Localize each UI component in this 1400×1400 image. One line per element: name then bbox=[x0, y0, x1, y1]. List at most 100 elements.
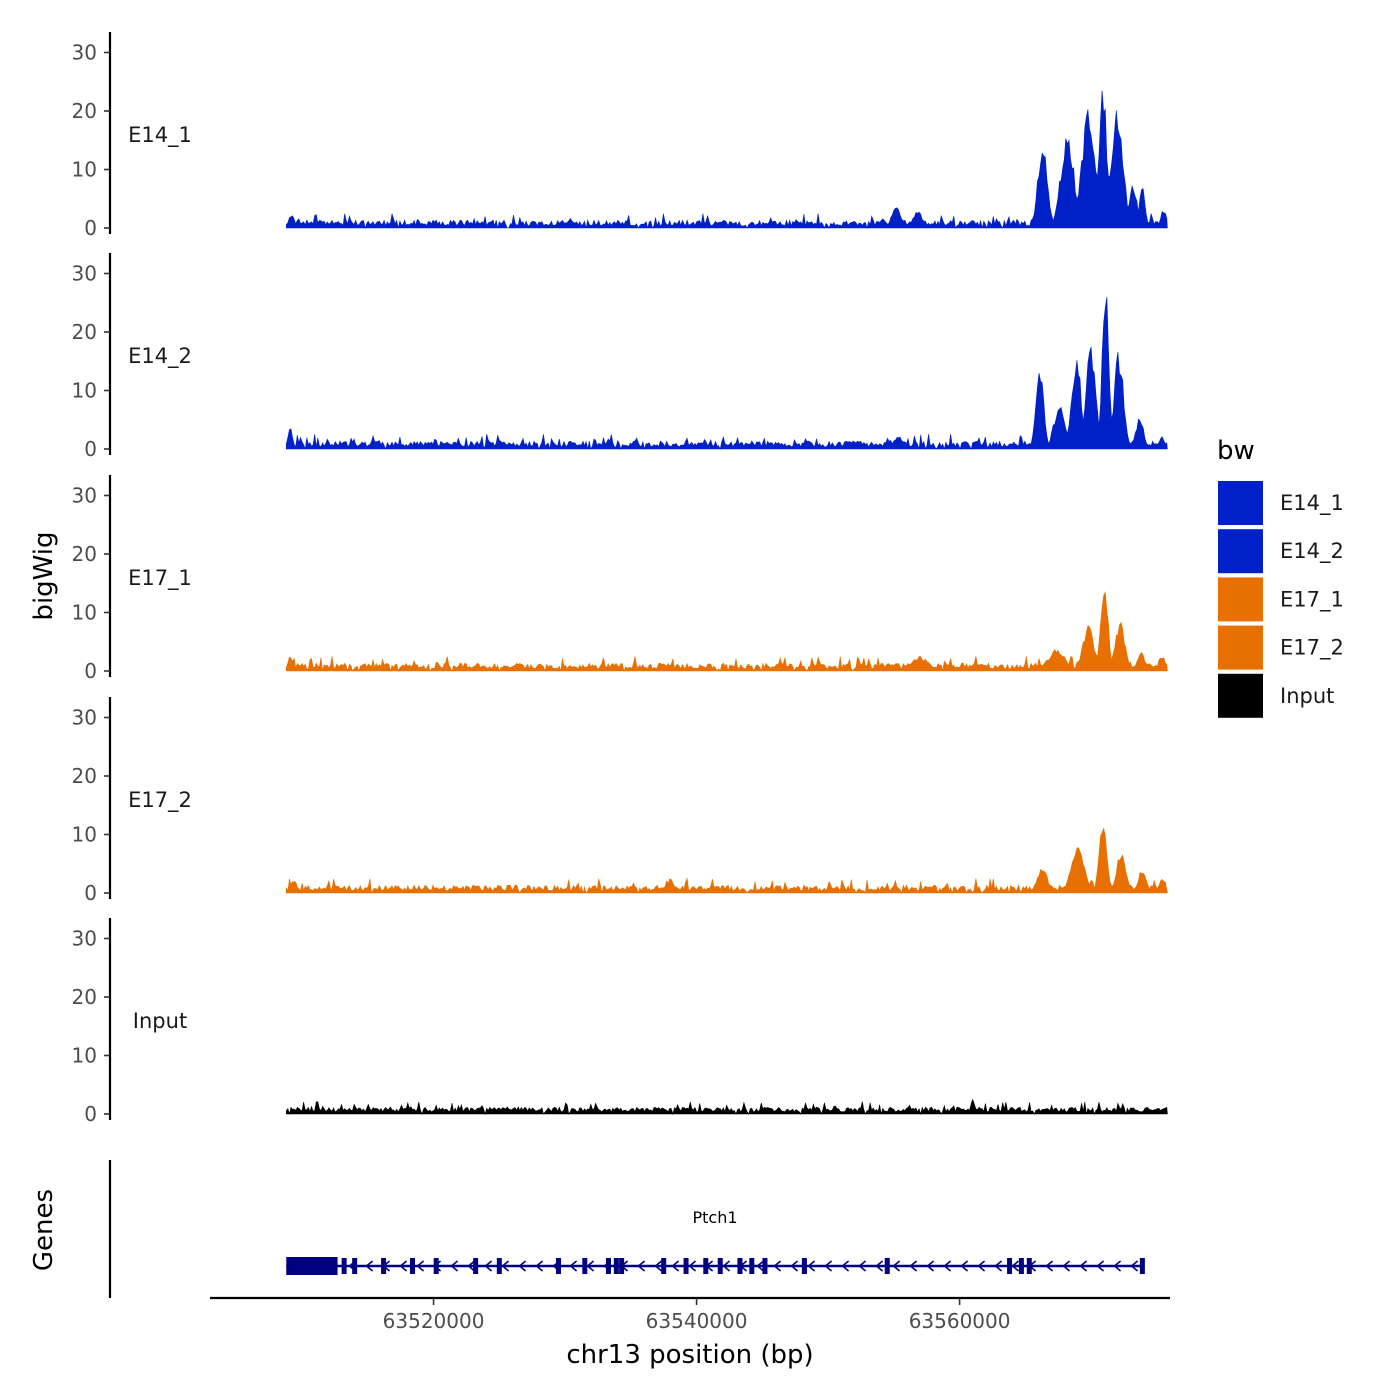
gene-panel: Genes Ptch1 bbox=[29, 1160, 1145, 1298]
y-tick-label: 20 bbox=[72, 985, 97, 1009]
strand-arrow bbox=[688, 1260, 697, 1272]
gene-model-ptch1 bbox=[286, 1257, 1145, 1275]
strand-arrow bbox=[348, 1260, 357, 1272]
gene-name-label: Ptch1 bbox=[692, 1208, 737, 1227]
y-tick-label: 0 bbox=[84, 659, 97, 683]
strand-arrow bbox=[433, 1260, 442, 1272]
y-tick-label: 30 bbox=[72, 484, 97, 508]
strand-arrow bbox=[501, 1260, 510, 1272]
gene-panel-label: Genes bbox=[29, 1189, 59, 1271]
strand-arrow bbox=[790, 1260, 799, 1272]
track-e14-1: 0 10 20 30 E14_1 bbox=[72, 32, 1168, 240]
x-tick-label: 63560000 bbox=[909, 1309, 1011, 1333]
strand-arrow bbox=[671, 1260, 680, 1272]
gene-exon bbox=[801, 1258, 807, 1274]
legend-key-e14-1 bbox=[1218, 481, 1263, 525]
strand-arrow bbox=[1130, 1260, 1139, 1272]
gene-exon bbox=[661, 1258, 667, 1274]
track-e14-2: 0 10 20 30 E14_2 bbox=[72, 253, 1168, 461]
strand-arrow bbox=[467, 1260, 476, 1272]
y-tick-label: 0 bbox=[84, 216, 97, 240]
strand-arrow bbox=[824, 1260, 833, 1272]
strand-arrow bbox=[807, 1260, 816, 1272]
strand-arrow bbox=[858, 1260, 867, 1272]
y-tick-label: 30 bbox=[72, 927, 97, 951]
strand-arrow bbox=[1011, 1260, 1020, 1272]
y-tick-label: 20 bbox=[72, 542, 97, 566]
strand-arrow bbox=[722, 1260, 731, 1272]
strand-arrow bbox=[1113, 1260, 1122, 1272]
strand-arrow bbox=[1045, 1260, 1054, 1272]
strand-arrow bbox=[450, 1260, 459, 1272]
coverage-area bbox=[286, 591, 1168, 673]
y-tick-label: 10 bbox=[72, 158, 97, 182]
y-tick-label: 0 bbox=[84, 1102, 97, 1126]
strand-arrow bbox=[841, 1260, 850, 1272]
gene-exon bbox=[1007, 1258, 1013, 1274]
gene-exon bbox=[410, 1258, 416, 1274]
gene-exon bbox=[613, 1258, 619, 1274]
strand-arrow bbox=[637, 1260, 646, 1272]
y-tick-label: 10 bbox=[72, 823, 97, 847]
strand-arrow bbox=[603, 1260, 612, 1272]
strand-arrow bbox=[773, 1260, 782, 1272]
strand-arrow bbox=[960, 1260, 969, 1272]
coverage-area bbox=[286, 90, 1168, 230]
strand-arrow bbox=[1028, 1260, 1037, 1272]
y-tick-label: 10 bbox=[72, 601, 97, 625]
track-label: Input bbox=[133, 1009, 187, 1033]
strand-arrow bbox=[399, 1260, 408, 1272]
strand-arrow bbox=[586, 1260, 595, 1272]
gene-exon bbox=[884, 1258, 890, 1274]
strand-arrow bbox=[1079, 1260, 1088, 1272]
track-label: E14_2 bbox=[128, 344, 192, 369]
x-tick-label: 63540000 bbox=[646, 1309, 748, 1333]
gene-exon bbox=[582, 1258, 588, 1274]
y-tick-label: 0 bbox=[84, 881, 97, 905]
gene-exon bbox=[683, 1258, 689, 1274]
strand-arrow bbox=[756, 1260, 765, 1272]
y-tick-label: 30 bbox=[72, 41, 97, 65]
gene-exon bbox=[762, 1258, 768, 1274]
y-tick-label: 20 bbox=[72, 764, 97, 788]
y-tick-label: 10 bbox=[72, 1044, 97, 1068]
gene-exon bbox=[717, 1258, 723, 1274]
strand-arrow bbox=[365, 1260, 374, 1272]
strand-arrow bbox=[518, 1260, 527, 1272]
legend-key-e14-2 bbox=[1218, 529, 1263, 574]
y-tick-label: 30 bbox=[72, 262, 97, 286]
legend-key-input bbox=[1218, 673, 1263, 718]
gene-exon bbox=[352, 1258, 358, 1274]
legend-title: bw bbox=[1217, 436, 1255, 466]
strand-arrow bbox=[654, 1260, 663, 1272]
x-tick-label: 63520000 bbox=[383, 1309, 485, 1333]
strand-arrow bbox=[552, 1260, 561, 1272]
y-axis-title: bigWig bbox=[29, 531, 59, 620]
legend-label: Input bbox=[1280, 684, 1334, 708]
strand-arrow bbox=[926, 1260, 935, 1272]
coverage-area bbox=[286, 827, 1168, 895]
gene-exon bbox=[749, 1258, 755, 1274]
legend-key-e17-2 bbox=[1218, 625, 1263, 670]
legend: bw E14_1 E14_2 E17_1 E17_2 Input bbox=[1217, 436, 1344, 718]
strand-arrow bbox=[416, 1260, 425, 1272]
gene-exon bbox=[1139, 1258, 1145, 1274]
legend-key-e17-1 bbox=[1218, 577, 1263, 622]
gene-exon bbox=[555, 1258, 561, 1274]
gene-exon bbox=[433, 1258, 439, 1274]
strand-arrow bbox=[569, 1260, 578, 1272]
gene-exon bbox=[605, 1258, 611, 1274]
strand-arrow bbox=[943, 1260, 952, 1272]
y-tick-label: 10 bbox=[72, 379, 97, 403]
strand-arrow bbox=[484, 1260, 493, 1272]
gene-utr-block bbox=[286, 1257, 338, 1275]
track-label: E14_1 bbox=[128, 123, 192, 148]
legend-label: E17_2 bbox=[1280, 636, 1344, 661]
strand-arrow bbox=[535, 1260, 544, 1272]
strand-arrow bbox=[909, 1260, 918, 1272]
y-tick-label: 20 bbox=[72, 320, 97, 344]
x-axis: 63520000 63540000 63560000 bbox=[210, 1296, 1170, 1333]
track-e17-1: 0 10 20 30 E17_1 bbox=[72, 475, 1168, 683]
gene-exon bbox=[1018, 1258, 1024, 1274]
